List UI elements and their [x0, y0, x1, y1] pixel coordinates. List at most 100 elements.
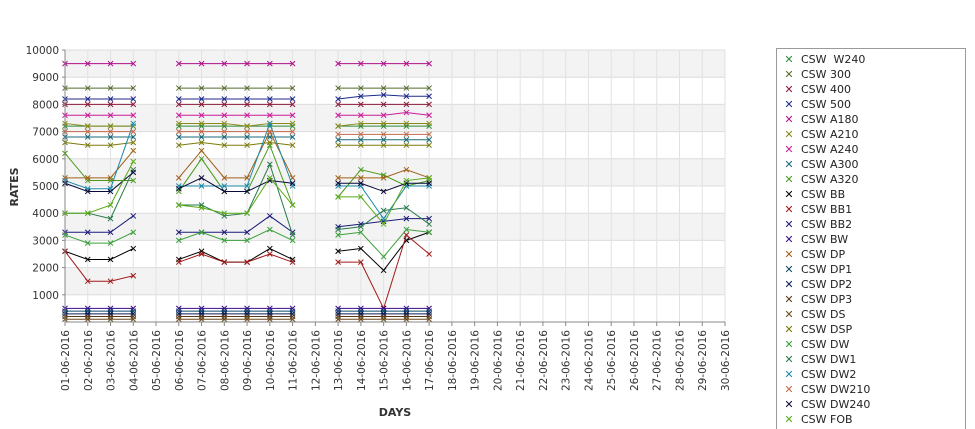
data-point	[107, 101, 114, 108]
data-point	[358, 245, 364, 252]
data-point	[289, 232, 296, 238]
data-point	[244, 174, 250, 181]
data-point	[380, 92, 387, 98]
data-point	[380, 221, 387, 227]
data-point	[380, 253, 387, 260]
data-point	[107, 188, 114, 195]
data-point	[198, 134, 205, 140]
data-point	[358, 85, 364, 91]
data-point	[84, 256, 91, 263]
data-point	[221, 142, 228, 149]
series-line	[64, 172, 134, 192]
legend-label: CSW BB2	[801, 218, 853, 231]
x-tick-label: 03-06-2016	[106, 330, 118, 391]
data-point	[380, 207, 387, 214]
data-point	[84, 112, 91, 119]
data-point	[289, 85, 296, 91]
data-point	[426, 221, 432, 227]
data-point	[130, 101, 137, 108]
series-line	[178, 121, 294, 187]
data-point	[289, 128, 296, 135]
x-tick-label: 12-06-2016	[310, 330, 322, 391]
legend-label: CSW DP2	[801, 278, 853, 291]
y-tick-label: 2000	[32, 263, 59, 275]
x-tick-label: 06-06-2016	[174, 330, 186, 391]
x-tick-label: 24-06-2016	[583, 330, 595, 391]
legend-label: CSW 300	[801, 68, 852, 81]
data-point	[335, 112, 341, 119]
data-point	[107, 128, 114, 135]
data-point	[221, 316, 228, 323]
data-point	[403, 226, 410, 233]
data-point	[426, 93, 432, 100]
y-tick-label: 5000	[32, 181, 59, 193]
legend-marker-icon: ✕	[784, 413, 794, 426]
legend-item: ✕ CSW BB1	[777, 202, 965, 217]
legend-item: ✕ CSW FOB	[777, 412, 965, 427]
data-point	[84, 85, 91, 91]
data-point	[426, 85, 432, 91]
legend-item: ✕ CSW DS	[777, 307, 965, 322]
data-point	[358, 120, 364, 127]
data-point	[335, 131, 341, 138]
data-point	[335, 232, 341, 238]
data-point	[266, 213, 273, 219]
legend-marker-icon: ✕	[784, 323, 794, 336]
data-point	[335, 248, 341, 255]
legend-item: ✕ CSW BB2	[777, 217, 965, 232]
legend-marker-icon: ✕	[784, 248, 794, 261]
x-axis-title: DAYS	[379, 406, 412, 419]
legend: ✕ CSW W240 ✕ CSW 300 ✕ CSW 400 ✕ CSW 500 ✕ CSW A1…	[776, 48, 966, 429]
data-point	[380, 136, 387, 143]
data-point	[289, 101, 296, 108]
x-tick-label: 22-06-2016	[538, 330, 550, 391]
data-point	[175, 120, 182, 127]
data-point	[130, 316, 137, 323]
data-point	[289, 237, 296, 244]
x-tick-label: 10-06-2016	[265, 330, 277, 391]
y-tick-label: 6000	[32, 154, 59, 166]
series-2	[62, 101, 432, 108]
y-tick-label: 7000	[32, 127, 59, 139]
legend-item: ✕ CSW DSP	[777, 322, 965, 337]
data-point	[84, 128, 91, 135]
data-point	[426, 131, 432, 138]
data-point	[198, 183, 205, 189]
series-21	[62, 120, 432, 222]
data-point	[107, 229, 114, 236]
data-point	[84, 188, 91, 195]
data-point	[175, 174, 182, 181]
series-line	[65, 161, 134, 214]
x-tick-label: 15-06-2016	[379, 330, 391, 391]
data-point	[380, 85, 387, 91]
data-point	[289, 202, 296, 208]
data-point	[380, 101, 387, 108]
legend-label: CSW BB	[801, 188, 846, 201]
series-7	[62, 134, 432, 143]
data-point	[130, 60, 137, 67]
x-tick-label: 11-06-2016	[288, 330, 300, 391]
series-4	[62, 60, 432, 67]
data-point	[358, 136, 364, 143]
data-point	[221, 128, 228, 135]
legend-label: CSW A320	[801, 173, 859, 186]
data-point	[403, 316, 410, 323]
data-point	[358, 101, 364, 108]
legend-marker-icon: ✕	[784, 338, 794, 351]
legend-label: CSW DP	[801, 248, 846, 261]
series-line	[178, 141, 293, 146]
x-tick-label: 09-06-2016	[242, 330, 254, 391]
data-point	[266, 251, 273, 257]
data-point	[335, 226, 341, 233]
data-point	[335, 85, 341, 91]
data-point	[198, 60, 205, 67]
x-tick-label: 07-06-2016	[197, 330, 209, 391]
data-point	[130, 128, 137, 135]
legend-label: CSW A240	[801, 143, 859, 156]
tick-labels: 1000 2000 3000 4000 5000 6000 7000 8000 9000 1000…	[26, 45, 732, 391]
series-0	[62, 123, 432, 130]
data-point	[244, 101, 250, 108]
data-point	[175, 128, 182, 135]
data-point	[403, 109, 410, 116]
legend-label: CSW DW	[801, 338, 850, 351]
